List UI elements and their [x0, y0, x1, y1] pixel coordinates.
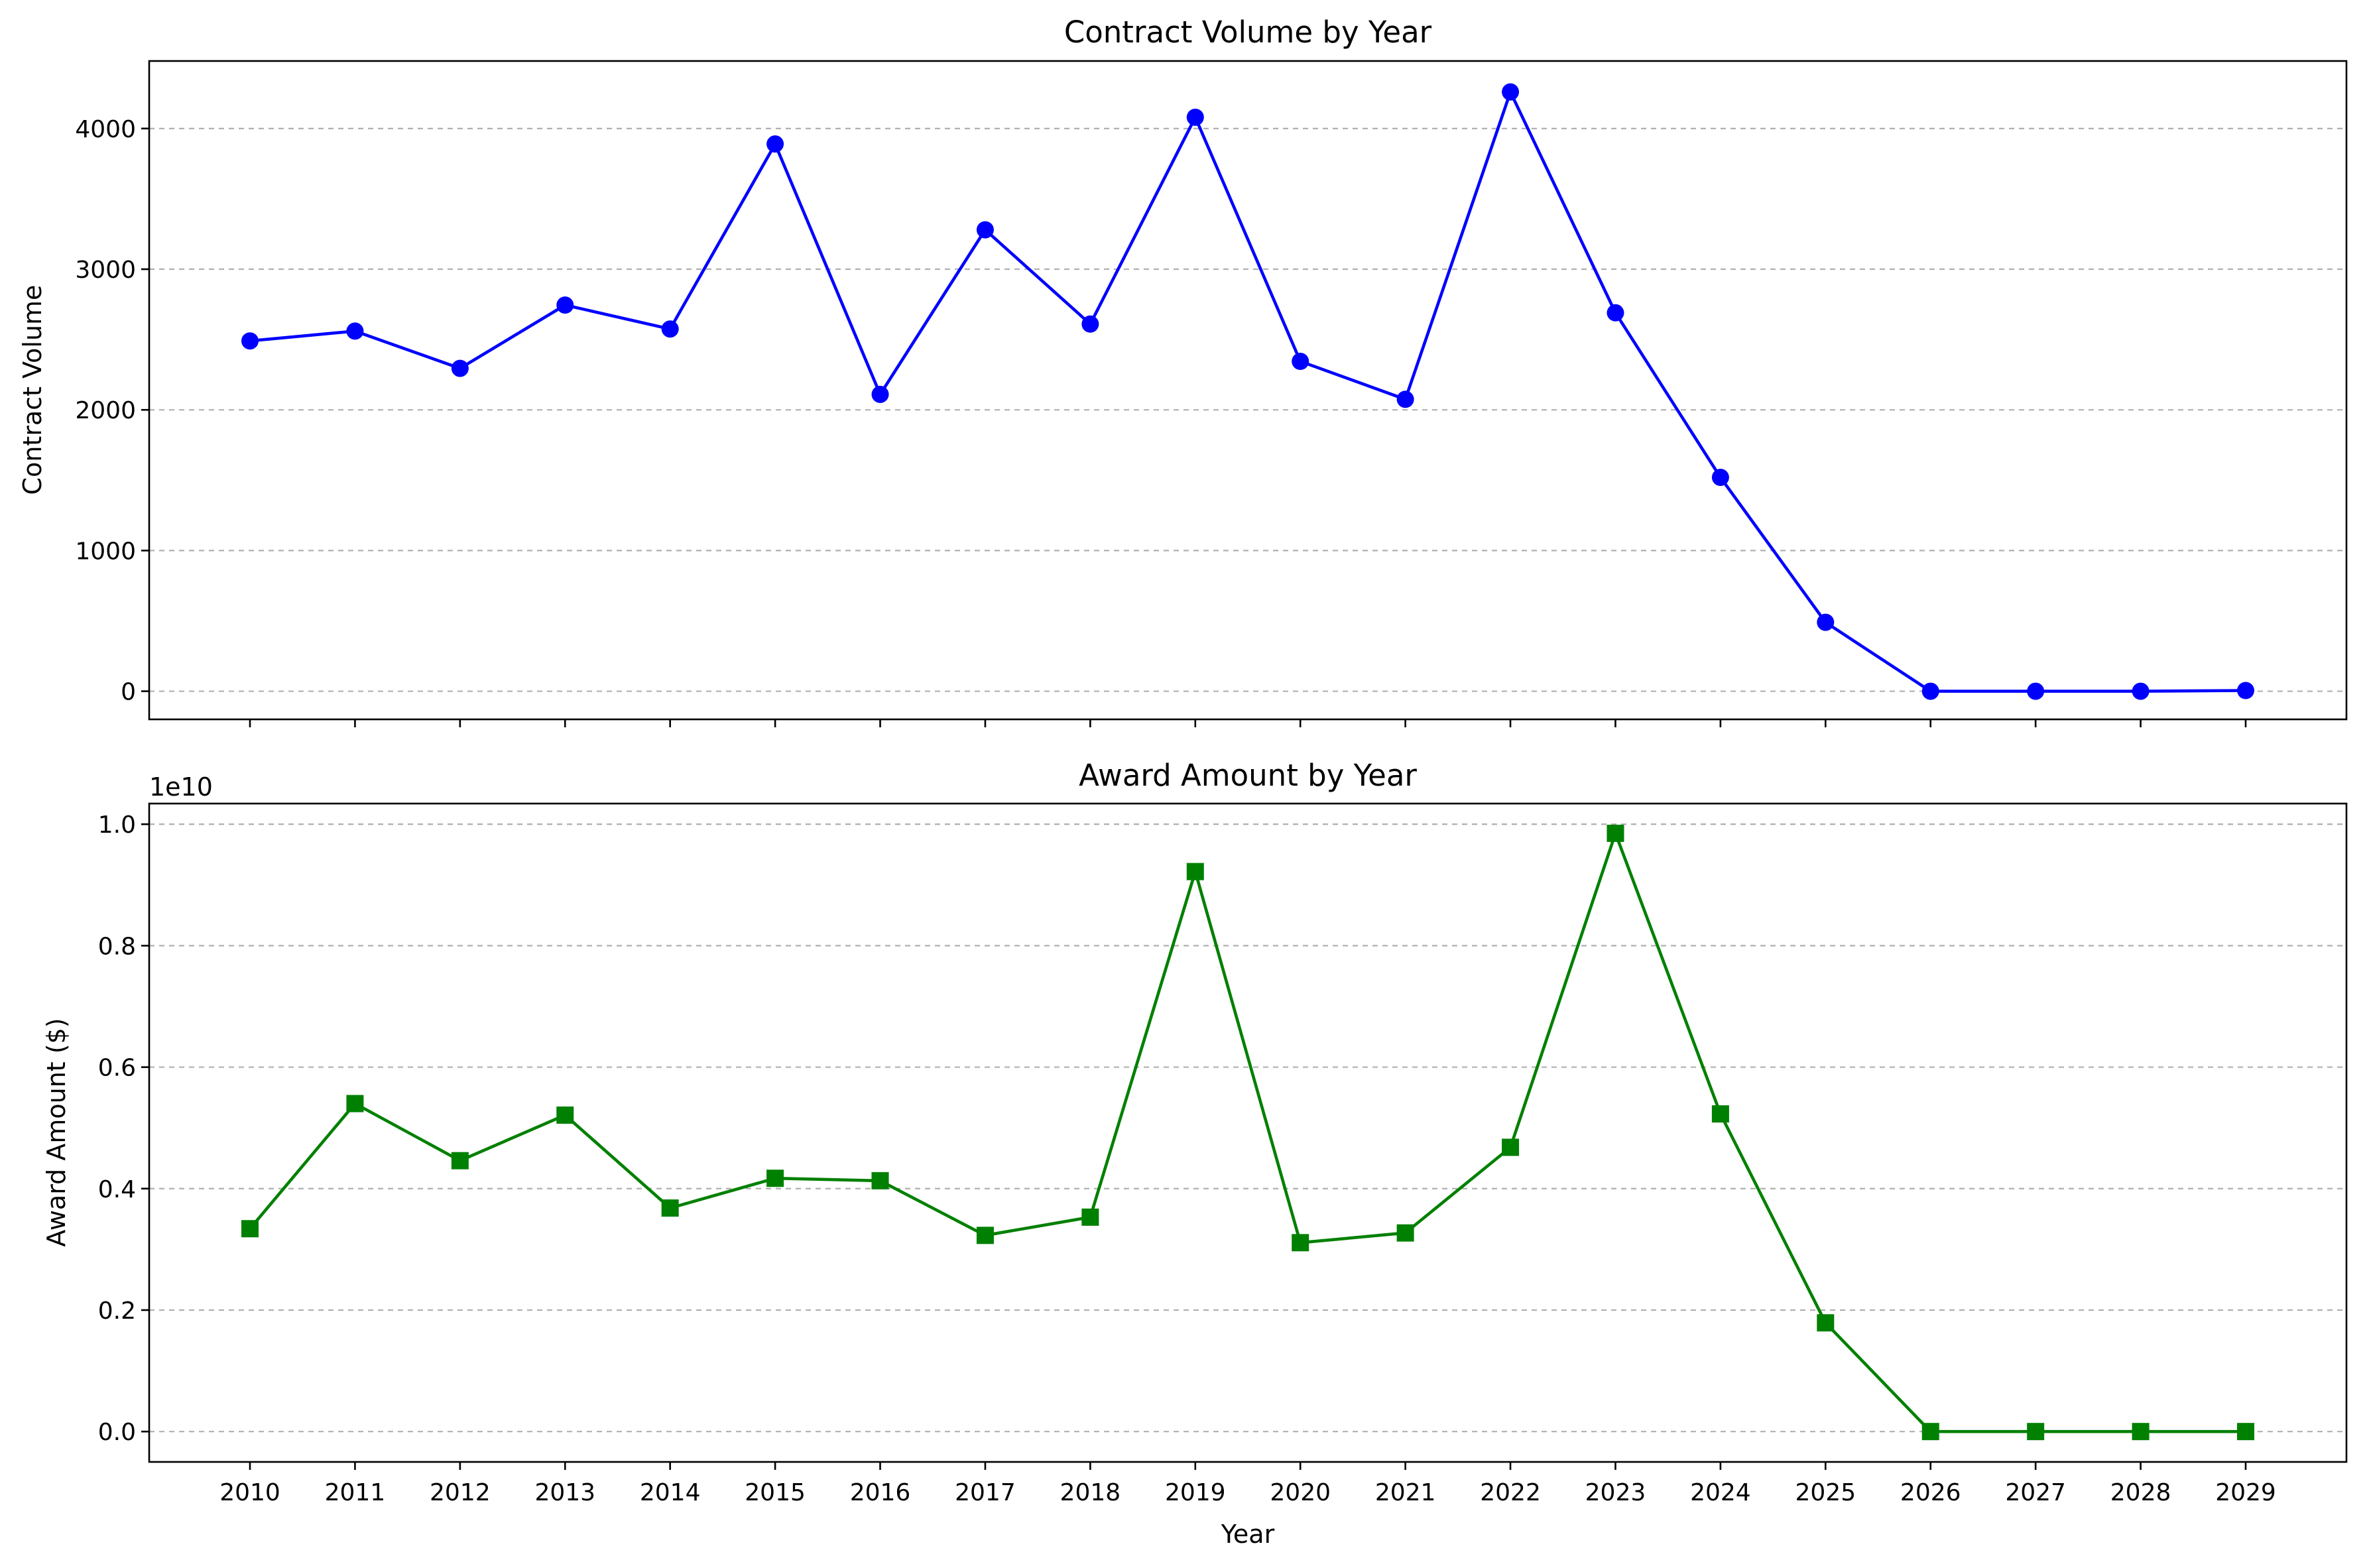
data-point-marker	[2027, 682, 2045, 700]
y-tick-label: 0.0	[98, 1419, 136, 1446]
data-point-marker	[241, 332, 259, 350]
chart-title: Contract Volume by Year	[1064, 15, 1432, 50]
data-point-marker	[1711, 1105, 1729, 1123]
y-tick-label: 0	[121, 679, 136, 706]
data-point-marker	[346, 322, 364, 340]
data-point-marker	[556, 296, 574, 314]
data-point-marker	[346, 1095, 364, 1113]
data-point-marker	[1186, 863, 1204, 880]
x-tick-label: 2015	[745, 1479, 806, 1506]
x-tick-label: 2011	[325, 1479, 386, 1506]
chart-title: Award Amount by Year	[1079, 758, 1417, 793]
contract-volume-panel: Contract Volume by Year 0 1000 2000 3000 400…	[18, 15, 2348, 727]
series-line	[249, 90, 2246, 693]
x-tick-label: 2018	[1060, 1479, 1121, 1506]
series-line	[249, 831, 2246, 1433]
x-tick-label: 2027	[2005, 1479, 2066, 1506]
data-point-marker	[556, 1106, 574, 1124]
data-point-marker	[1396, 1224, 1414, 1242]
data-point-marker	[766, 135, 784, 153]
data-point-marker	[1921, 682, 1939, 700]
x-tick-label: 2016	[850, 1479, 911, 1506]
x-axis-ticks: 2010 2011 2012 2013 2014 2015 2016 2017 2018 2019…	[219, 1462, 2276, 1506]
data-point-marker	[1607, 824, 1624, 842]
data-point-marker	[451, 359, 469, 377]
data-point-marker	[1607, 304, 1624, 322]
data-point-marker	[1817, 1314, 1835, 1332]
x-tick-label: 2019	[1165, 1479, 1226, 1506]
x-tick-label: 2010	[219, 1479, 280, 1506]
x-tick-label: 2014	[640, 1479, 701, 1506]
x-tick-label: 2013	[534, 1479, 595, 1506]
plot-frame	[148, 802, 2348, 1463]
data-point-marker	[871, 1172, 889, 1189]
x-tick-label: 2024	[1690, 1479, 1751, 1506]
data-point-marker	[661, 320, 679, 338]
x-tick-label: 2026	[1900, 1479, 1961, 1506]
data-point-marker	[1186, 108, 1204, 126]
x-tick-label: 2025	[1795, 1479, 1856, 1506]
x-tick-label: 2020	[1270, 1479, 1331, 1506]
data-point-marker	[2132, 682, 2150, 700]
y-tick-label: 2000	[75, 397, 136, 424]
x-axis-ticks	[249, 719, 2247, 727]
x-tick-label: 2028	[2110, 1479, 2171, 1506]
data-point-marker	[871, 385, 889, 403]
data-point-marker	[2132, 1423, 2150, 1441]
data-point-marker	[766, 1170, 784, 1187]
data-point-marker	[1711, 469, 1729, 487]
series-layer	[241, 83, 2254, 700]
data-point-marker	[2237, 1423, 2254, 1441]
data-point-marker	[1081, 315, 1099, 333]
y-tick-label: 0.6	[98, 1055, 136, 1082]
data-point-marker	[451, 1152, 469, 1170]
x-tick-label: 2022	[1480, 1479, 1541, 1506]
plot-frame	[148, 60, 2348, 721]
x-tick-label: 2021	[1375, 1479, 1436, 1506]
y-gridlines	[149, 823, 2346, 1433]
y-axis-ticks: 0.0 0.2 0.4 0.6 0.8 1.0	[98, 812, 149, 1446]
data-point-marker	[661, 1199, 679, 1217]
data-point-marker	[1292, 1234, 1309, 1252]
y-tick-label: 3000	[75, 257, 136, 284]
x-axis-label: Year	[1221, 1520, 1275, 1549]
x-tick-label: 2029	[2215, 1479, 2276, 1506]
x-tick-label: 2023	[1585, 1479, 1646, 1506]
y-tick-label: 4000	[75, 116, 136, 143]
y-tick-label: 0.2	[98, 1297, 136, 1325]
data-point-marker	[976, 1227, 994, 1244]
x-tick-label: 2017	[955, 1479, 1016, 1506]
data-point-marker	[976, 221, 994, 239]
series-layer	[241, 824, 2254, 1441]
x-tick-label: 2012	[430, 1479, 491, 1506]
y-tick-label: 1000	[75, 538, 136, 565]
data-point-marker	[2027, 1423, 2045, 1441]
y-tick-label: 1.0	[98, 812, 136, 839]
award-amount-panel: Award Amount by Year 1e10 0.00.20.40.60.…	[42, 758, 2348, 1549]
y-tick-label: 0.8	[98, 933, 136, 960]
y-tick-label: 0.4	[98, 1176, 136, 1203]
y-axis-offset-label: 1e10	[149, 772, 213, 802]
data-point-marker	[2237, 682, 2254, 699]
data-point-marker	[1502, 1138, 1520, 1156]
data-point-marker	[241, 1220, 259, 1238]
data-point-marker	[1081, 1208, 1099, 1226]
y-axis-label: Contract Volume	[18, 285, 47, 495]
y-axis-label: Award Amount ($)	[42, 1018, 71, 1246]
data-point-marker	[1292, 353, 1309, 371]
data-point-marker	[1502, 83, 1520, 101]
data-point-marker	[1817, 613, 1835, 631]
data-point-marker	[1921, 1423, 1939, 1441]
y-axis-ticks: 0 1000 2000 3000 4000	[75, 116, 149, 706]
data-point-marker	[1396, 391, 1414, 408]
